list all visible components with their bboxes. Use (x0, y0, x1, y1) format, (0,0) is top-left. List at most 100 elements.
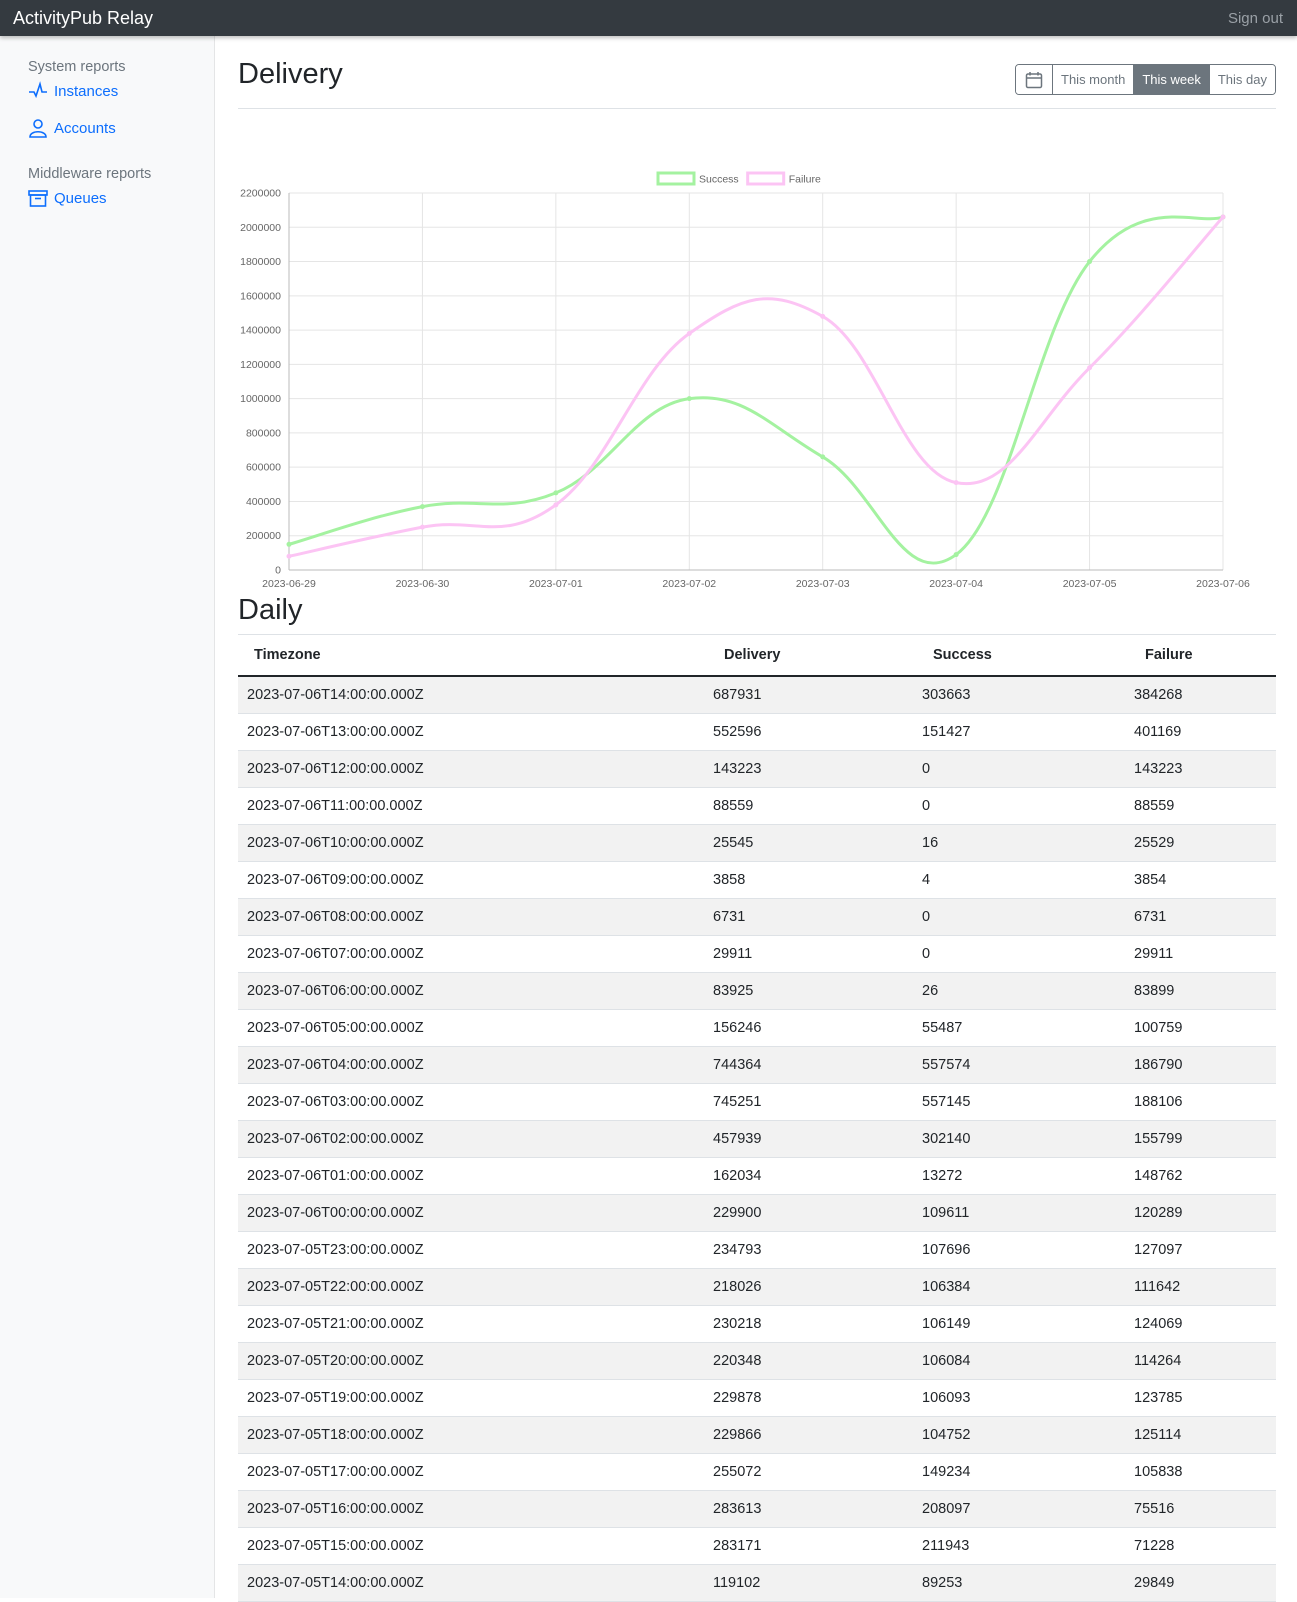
data-point-failure (553, 502, 559, 508)
table-cell-success: 26 (913, 972, 1125, 1010)
table-cell-failure: 105838 (1125, 1453, 1276, 1491)
y-tick-label: 1400000 (240, 325, 281, 337)
table-cell-timezone: 2023-07-06T11:00:00.000Z (238, 787, 704, 825)
table-cell-delivery: 3858 (704, 861, 913, 899)
sidebar-item-queues[interactable]: Queues (0, 187, 215, 209)
table-cell-failure: 401169 (1125, 713, 1276, 751)
table-cell-delivery: 229866 (704, 1416, 913, 1454)
table-cell-delivery: 6731 (704, 898, 913, 936)
data-point-failure (419, 524, 425, 530)
table-cell-success: 106084 (913, 1342, 1125, 1380)
table-row: 2023-07-05T17:00:00.000Z 255072 149234 1058… (238, 1453, 1276, 1491)
table-cell-success: 303663 (913, 676, 1125, 714)
table-cell-delivery: 29911 (704, 935, 913, 973)
delivery-chart: 0 200000 400000 600000 800000 1000000 1200000 1… (240, 171, 1250, 590)
x-tick-label: 2023-07-01 (529, 578, 583, 590)
table-cell-failure: 186790 (1125, 1046, 1276, 1084)
data-point-failure (286, 553, 292, 559)
table-row: 2023-07-06T12:00:00.000Z 143223 0 143223 (238, 750, 1276, 788)
table-cell-timezone: 2023-07-06T14:00:00.000Z (238, 676, 704, 714)
daily-table: Timezone Delivery Success Failure 2023-0… (238, 634, 1276, 1602)
table-cell-success: 16 (913, 824, 1125, 862)
table-row: 2023-07-05T19:00:00.000Z 229878 106093 1237… (238, 1379, 1276, 1417)
sidebar-item-label: Instances (54, 82, 119, 100)
daily-table-body: 2023-07-06T14:00:00.000Z 687931 303663 3842… (238, 676, 1276, 1602)
table-cell-failure: 127097 (1125, 1231, 1276, 1269)
series-line-failure (288, 215, 1225, 558)
page-title: Delivery (238, 58, 343, 90)
table-row: 2023-07-06T11:00:00.000Z 88559 0 88559 (238, 787, 1276, 825)
data-point-success (419, 504, 425, 510)
table-cell-delivery: 457939 (704, 1120, 913, 1158)
this-day-button[interactable]: This day (1208, 65, 1275, 94)
main-content: Delivery This month This week This day 0… (238, 36, 1276, 1602)
table-cell-timezone: 2023-07-06T05:00:00.000Z (238, 1009, 704, 1047)
table-cell-failure: 125114 (1125, 1416, 1276, 1454)
sign-out-link[interactable]: Sign out (1227, 9, 1283, 27)
table-cell-failure: 75516 (1125, 1490, 1276, 1528)
table-cell-delivery: 230218 (704, 1305, 913, 1343)
table-cell-timezone: 2023-07-06T06:00:00.000Z (238, 972, 704, 1010)
table-row: 2023-07-05T20:00:00.000Z 220348 106084 1142… (238, 1342, 1276, 1380)
data-point-success (1087, 259, 1093, 265)
table-cell-timezone: 2023-07-06T03:00:00.000Z (238, 1083, 704, 1121)
data-point-failure (953, 480, 959, 486)
data-point-success (553, 490, 559, 496)
column-header-success: Success (913, 634, 1125, 677)
y-tick-label: 1800000 (240, 256, 281, 268)
table-cell-success: 149234 (913, 1453, 1125, 1491)
table-cell-timezone: 2023-07-05T22:00:00.000Z (238, 1268, 704, 1306)
y-tick-label: 800000 (246, 427, 281, 439)
table-cell-success: 4 (913, 861, 1125, 899)
sidebar-item-instances[interactable]: Instances (0, 80, 215, 102)
table-cell-success: 106149 (913, 1305, 1125, 1343)
data-point-success (286, 541, 292, 547)
legend-label-failure: Failure (789, 174, 821, 186)
table-cell-timezone: 2023-07-05T19:00:00.000Z (238, 1379, 704, 1417)
sidebar-item-label: Queues (54, 189, 107, 207)
table-row: 2023-07-06T05:00:00.000Z 156246 55487 10075… (238, 1009, 1276, 1047)
this-month-button[interactable]: This month (1052, 65, 1134, 94)
column-header-timezone: Timezone (238, 634, 704, 677)
table-cell-delivery: 162034 (704, 1157, 913, 1195)
table-cell-timezone: 2023-07-05T17:00:00.000Z (238, 1453, 704, 1491)
table-cell-timezone: 2023-07-05T21:00:00.000Z (238, 1305, 704, 1343)
sidebar-item-accounts[interactable]: Accounts (0, 117, 215, 139)
table-cell-success: 104752 (913, 1416, 1125, 1454)
series-line-success (288, 215, 1224, 565)
table-cell-success: 0 (913, 787, 1125, 825)
table-cell-success: 13272 (913, 1157, 1125, 1195)
table-cell-timezone: 2023-07-06T07:00:00.000Z (238, 935, 704, 973)
x-tick-label: 2023-07-04 (929, 578, 983, 590)
table-cell-success: 151427 (913, 713, 1125, 751)
table-cell-delivery: 25545 (704, 824, 913, 862)
table-cell-timezone: 2023-07-05T20:00:00.000Z (238, 1342, 704, 1380)
y-tick-label: 1600000 (240, 290, 281, 302)
table-cell-failure: 148762 (1125, 1157, 1276, 1195)
table-cell-failure: 188106 (1125, 1083, 1276, 1121)
table-row: 2023-07-05T18:00:00.000Z 229866 104752 1251… (238, 1416, 1276, 1454)
this-week-button[interactable]: This week (1133, 65, 1209, 94)
y-tick-label: 1200000 (240, 359, 281, 371)
legend-swatch-failure (746, 171, 786, 186)
table-cell-success: 211943 (913, 1527, 1125, 1565)
sidebar-heading-middleware-reports: Middleware reports (28, 166, 152, 182)
table-cell-success: 106093 (913, 1379, 1125, 1417)
app-brand[interactable]: ActivityPub Relay (13, 7, 154, 28)
table-row: 2023-07-05T22:00:00.000Z 218026 106384 1116… (238, 1268, 1276, 1306)
table-row: 2023-07-06T09:00:00.000Z 3858 4 3854 (238, 861, 1276, 899)
table-cell-delivery: 229900 (704, 1194, 913, 1232)
table-row: 2023-07-05T23:00:00.000Z 234793 107696 1270… (238, 1231, 1276, 1269)
date-picker-button[interactable] (1016, 65, 1053, 94)
x-tick-label: 2023-07-05 (1063, 578, 1117, 590)
sidebar-item-label: Accounts (54, 119, 116, 137)
table-row: 2023-07-06T14:00:00.000Z 687931 303663 3842… (238, 676, 1276, 714)
table-cell-failure: 25529 (1125, 824, 1276, 862)
table-cell-timezone: 2023-07-06T12:00:00.000Z (238, 750, 704, 788)
table-cell-delivery: 218026 (704, 1268, 913, 1306)
table-cell-timezone: 2023-07-05T14:00:00.000Z (238, 1564, 704, 1602)
sidebar: System reports Instances Accounts Middle… (0, 36, 215, 1598)
table-row: 2023-07-05T14:00:00.000Z 119102 89253 29849 (238, 1564, 1276, 1602)
table-row: 2023-07-06T06:00:00.000Z 83925 26 83899 (238, 972, 1276, 1010)
table-cell-success: 208097 (913, 1490, 1125, 1528)
